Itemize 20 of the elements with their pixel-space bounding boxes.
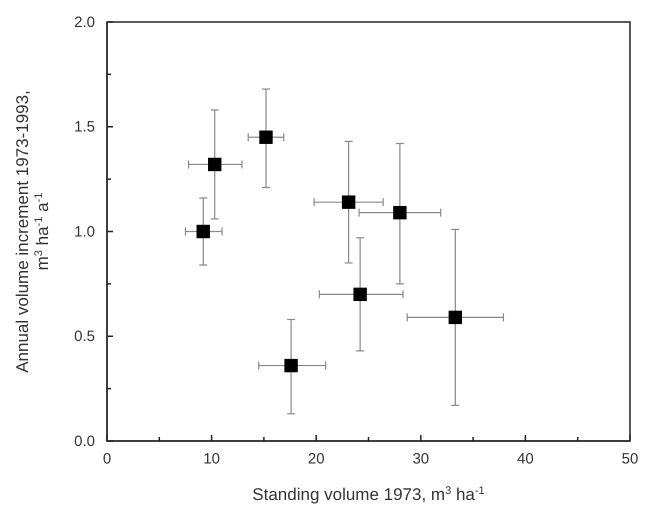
x-tick-label: 10 (203, 450, 220, 468)
x-tick-label: 0 (102, 450, 112, 468)
y-tick-label: 1.5 (74, 118, 95, 136)
x-tick-label: 30 (412, 450, 430, 468)
y-tick-label: 0.0 (74, 432, 95, 450)
point (208, 158, 222, 172)
y-tick-label: 0.5 (74, 328, 95, 346)
x-tick-label: 40 (517, 450, 534, 468)
point (196, 224, 210, 238)
point (448, 310, 462, 324)
x-tick-label: 20 (308, 450, 325, 468)
x-axis-title: Standing volume 1973, m$^{3}$ ha$^{-1}$ (252, 485, 485, 504)
point (353, 288, 367, 302)
y-tick-label: 2.0 (74, 14, 95, 31)
point (342, 195, 356, 209)
point (393, 206, 407, 220)
y-tick-label: 1.0 (74, 223, 95, 240)
point (284, 358, 298, 372)
point (259, 130, 273, 144)
x-tick-label: 50 (622, 450, 638, 468)
